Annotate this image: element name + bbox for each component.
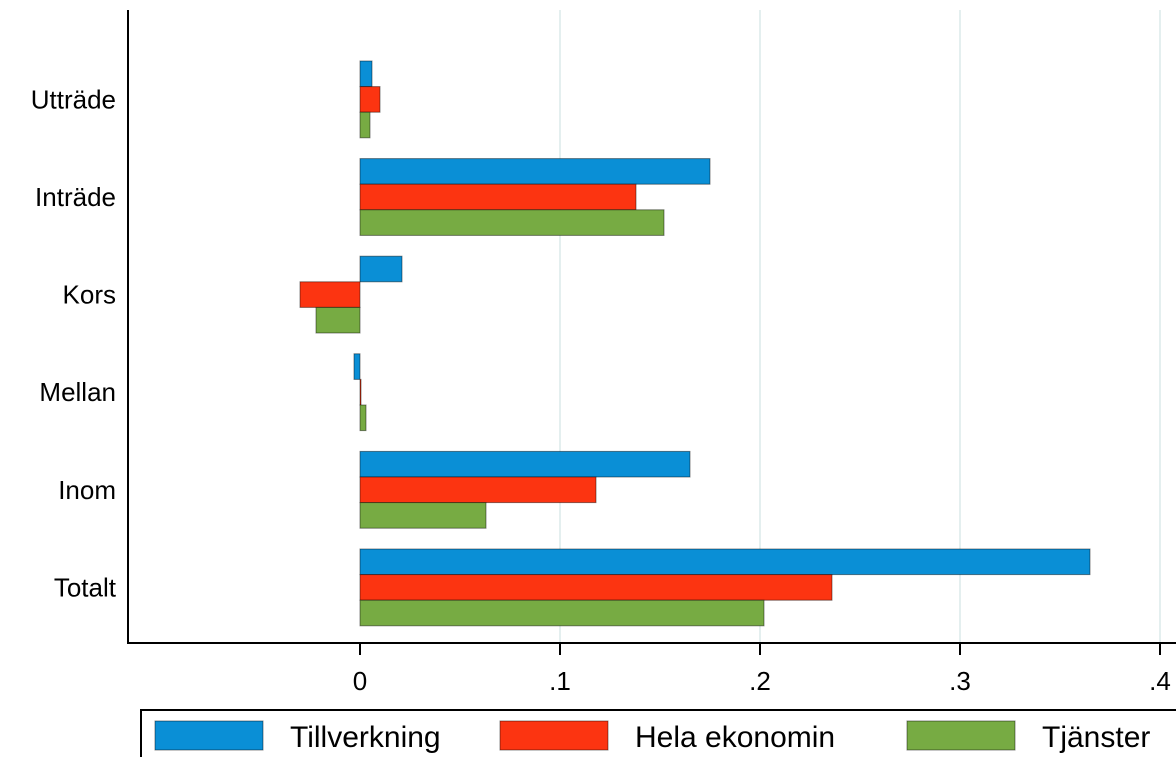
bar-hela-ekonomin xyxy=(359,183,637,211)
bar-tillverkning xyxy=(359,450,691,478)
bar-hela-ekonomin xyxy=(359,476,597,504)
x-tick-label: .2 xyxy=(749,666,771,696)
category-label: Utträde xyxy=(31,84,116,114)
category-label: Totalt xyxy=(54,572,117,602)
bar-tjänster xyxy=(359,599,765,627)
legend-label: Tjänster xyxy=(1042,721,1150,754)
bar-hela-ekonomin xyxy=(359,574,833,601)
bar-tillverkning xyxy=(359,158,711,185)
category-labels: Utträde Inträde Kors Mellan Inom Totalt xyxy=(31,84,117,602)
bar-tjänster xyxy=(359,502,487,529)
category-label: Kors xyxy=(63,280,116,310)
bar-tjänster xyxy=(315,306,361,334)
bars xyxy=(299,60,1091,627)
category-label: Inträde xyxy=(35,182,116,212)
x-axis-ticks: 0 .1 .2 .3 .4 xyxy=(353,643,1171,696)
bar-tjänster xyxy=(359,111,371,139)
legend: Tillverkning Hela ekonomin Tjänster xyxy=(140,709,1176,757)
x-tick-label: .3 xyxy=(949,666,971,696)
category-label: Inom xyxy=(58,475,116,505)
legend-label: Hela ekonomin xyxy=(635,721,835,754)
legend-key-tillverkning xyxy=(154,720,264,751)
bar-tjänster xyxy=(359,209,665,236)
bar-tillverkning xyxy=(359,255,403,283)
x-tick-label: .1 xyxy=(549,666,571,696)
x-tick-label: .4 xyxy=(1149,666,1171,696)
bar-hela-ekonomin xyxy=(359,86,381,113)
legend-key-hela-ekonomin xyxy=(499,720,609,751)
category-label: Mellan xyxy=(39,377,116,407)
bar-tillverkning xyxy=(353,353,361,380)
bar-hela-ekonomin xyxy=(359,378,362,406)
legend-label: Tillverkning xyxy=(290,721,441,754)
x-tick-label: 0 xyxy=(353,666,367,696)
bar-tillverkning xyxy=(359,60,373,88)
gridlines xyxy=(559,10,1161,643)
bar-tillverkning xyxy=(359,548,1091,576)
bar-hela-ekonomin xyxy=(299,281,361,308)
legend-key-tjänster xyxy=(906,720,1016,751)
bar-tjänster xyxy=(359,404,367,432)
